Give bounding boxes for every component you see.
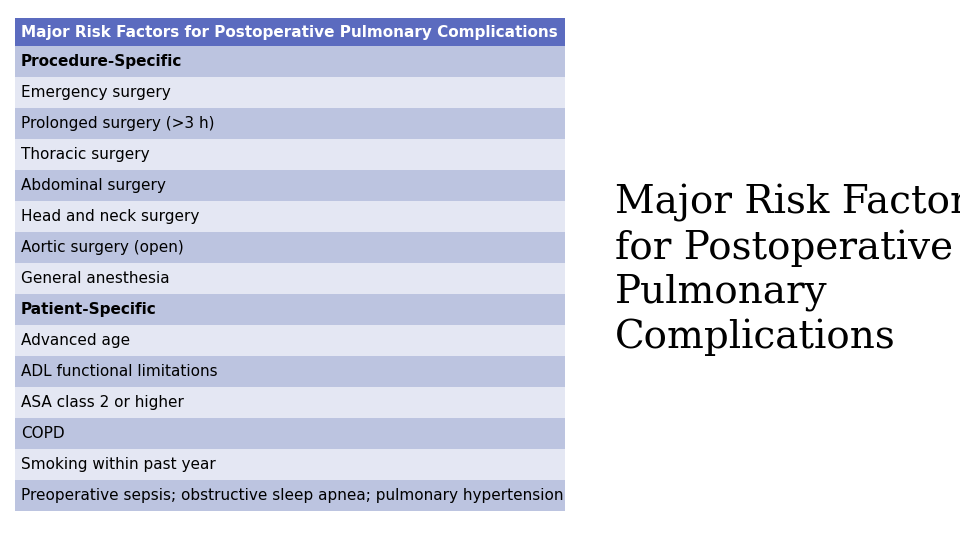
Bar — [15, 294, 565, 325]
Text: Thoracic surgery: Thoracic surgery — [21, 147, 150, 162]
Bar — [15, 232, 565, 263]
Bar — [15, 18, 565, 46]
Text: ADL functional limitations: ADL functional limitations — [21, 364, 218, 379]
Bar — [15, 170, 565, 201]
Text: Smoking within past year: Smoking within past year — [21, 457, 216, 472]
Bar — [15, 325, 565, 356]
Text: Head and neck surgery: Head and neck surgery — [21, 209, 200, 224]
Bar — [15, 108, 565, 139]
Bar — [15, 46, 565, 77]
Bar — [15, 418, 565, 449]
Text: ASA class 2 or higher: ASA class 2 or higher — [21, 395, 184, 410]
Bar — [15, 387, 565, 418]
Bar — [15, 449, 565, 480]
Bar — [15, 201, 565, 232]
Text: Procedure-Specific: Procedure-Specific — [21, 54, 182, 69]
Bar — [15, 139, 565, 170]
Bar — [15, 480, 565, 511]
Text: Abdominal surgery: Abdominal surgery — [21, 178, 166, 193]
Text: COPD: COPD — [21, 426, 64, 441]
Text: Preoperative sepsis; obstructive sleep apnea; pulmonary hypertension: Preoperative sepsis; obstructive sleep a… — [21, 488, 564, 503]
Text: Major Risk Factors for Postoperative Pulmonary Complications: Major Risk Factors for Postoperative Pul… — [21, 24, 558, 39]
Text: General anesthesia: General anesthesia — [21, 271, 170, 286]
Bar — [15, 356, 565, 387]
Text: Emergency surgery: Emergency surgery — [21, 85, 171, 100]
Text: Prolonged surgery (>3 h): Prolonged surgery (>3 h) — [21, 116, 214, 131]
Bar — [15, 77, 565, 108]
Text: Advanced age: Advanced age — [21, 333, 131, 348]
Text: Patient-Specific: Patient-Specific — [21, 302, 156, 317]
Text: Major Risk Factors
for Postoperative
Pulmonary
Complications: Major Risk Factors for Postoperative Pul… — [615, 184, 960, 356]
Text: Aortic surgery (open): Aortic surgery (open) — [21, 240, 183, 255]
Bar — [15, 263, 565, 294]
